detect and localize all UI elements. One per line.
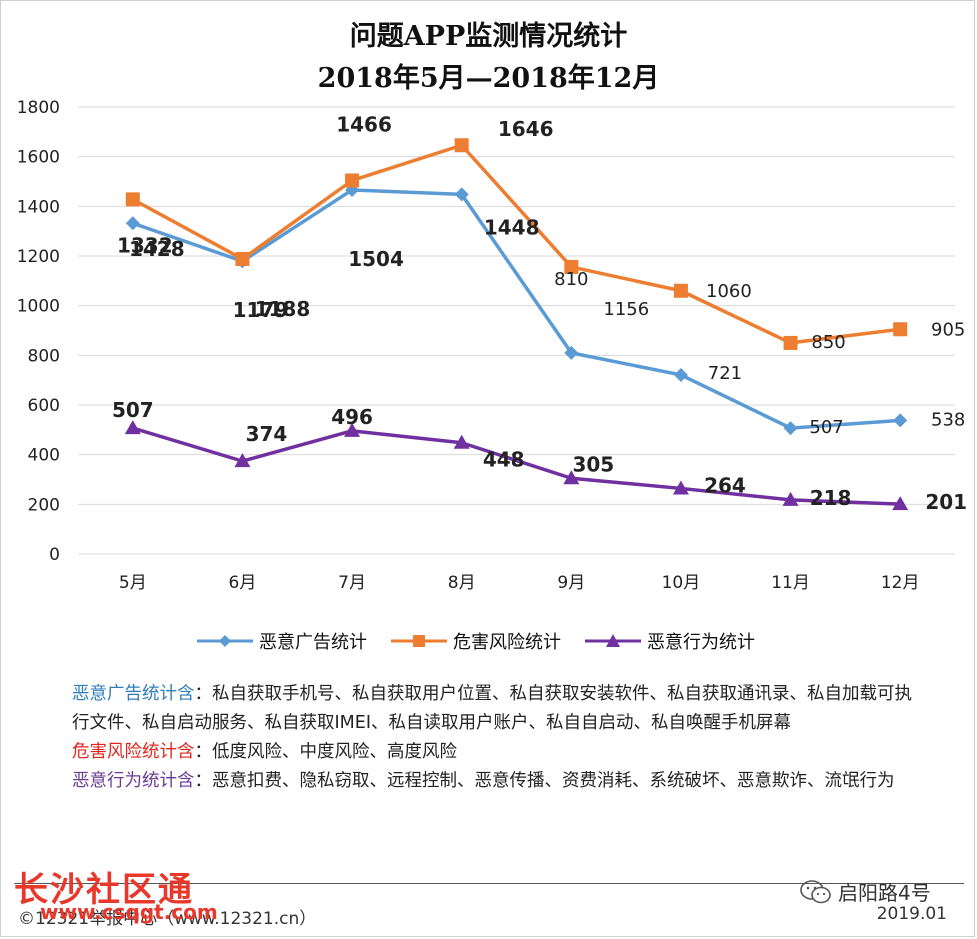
- y-tick-label: 600: [28, 396, 60, 416]
- series-line-1: [131, 143, 901, 345]
- chart-title: 问题APP监测情况统计: [349, 21, 628, 52]
- note-risk-header: 危害风险统计含: [72, 742, 195, 762]
- data-label: 538: [931, 409, 965, 430]
- data-point-diamond: [125, 216, 140, 231]
- y-tick-label: 1600: [17, 148, 60, 168]
- x-tick-label: 8月: [448, 573, 476, 593]
- data-label: 810: [554, 269, 588, 290]
- note-risk-text: ：低度风险、中度风险、高度风险: [194, 742, 458, 762]
- y-tick-label: 200: [28, 495, 60, 515]
- data-label: 1332: [117, 233, 173, 257]
- data-point-diamond: [454, 187, 469, 202]
- legend-item-behavior: 恶意行为统计: [583, 628, 755, 654]
- notes-section: 恶意广告统计含：私自获取手机号、私自获取用户位置、私自获取安装软件、私自获取通讯…: [72, 680, 922, 796]
- data-label: 507: [809, 417, 843, 438]
- note-behavior-text: ：恶意扣费、隐私窃取、远程控制、恶意传播、资费消耗、系统破坏、恶意欺诈、流氓行为: [194, 771, 895, 791]
- data-point-square: [783, 335, 798, 350]
- data-point-triangle: [453, 434, 470, 449]
- data-point-square: [345, 173, 360, 188]
- data-point-square: [125, 192, 140, 207]
- data-label: 507: [112, 398, 154, 422]
- data-label: 1646: [498, 117, 554, 141]
- data-point-square: [564, 259, 579, 274]
- footer-divider: [14, 883, 964, 884]
- data-point-diamond: [893, 413, 908, 428]
- legend-marker-square: [391, 635, 447, 647]
- x-tick-label: 12月: [881, 573, 920, 593]
- data-label: 201: [925, 490, 967, 514]
- x-tick-label: 7月: [338, 573, 366, 593]
- wechat-icon: [800, 879, 831, 903]
- data-label: 448: [483, 448, 525, 472]
- legend-label-behavior: 恶意行为统计: [647, 632, 755, 653]
- data-point-diamond: [783, 421, 798, 436]
- legend-item-ads: 恶意广告统计: [195, 628, 367, 654]
- y-tick-label: 0: [49, 545, 60, 565]
- x-tick-label: 9月: [557, 573, 585, 593]
- chart-subtitle: 2018年5月—2018年12月: [317, 63, 660, 94]
- note-behavior-header: 恶意行为统计含: [72, 771, 195, 791]
- data-point-square: [673, 283, 688, 298]
- line-chart: 0 200 400 600 800 1000 1200 1400 1600 1800 5月 6月 7月 8…: [17, 98, 967, 593]
- note-ads-header: 恶意广告统计含: [72, 684, 195, 704]
- data-point-triangle: [344, 422, 361, 437]
- data-point-triangle: [782, 491, 799, 506]
- data-point-square: [235, 251, 250, 266]
- data-label: 1060: [706, 281, 752, 302]
- legend-marker-diamond: [197, 635, 253, 647]
- note-risk: 危害风险统计含：低度风险、中度风险、高度风险: [72, 738, 922, 767]
- data-label: 218: [810, 486, 852, 510]
- y-tick-label: 1000: [17, 297, 60, 317]
- legend-label-ads: 恶意广告统计: [259, 632, 367, 653]
- y-tick-label: 1800: [17, 98, 60, 118]
- y-tick-label: 1400: [17, 197, 60, 217]
- note-ads-text: ：私自获取手机号、私自获取用户位置、私自获取安装软件、私自获取通讯录、私自加载可…: [72, 684, 912, 733]
- data-label: 1188: [255, 297, 311, 321]
- data-label: 305: [572, 452, 614, 476]
- legend-marker-triangle: [585, 634, 641, 647]
- data-label: 850: [811, 332, 845, 353]
- data-label: 905: [931, 319, 965, 340]
- data-point-triangle: [563, 470, 580, 485]
- data-label: 1466: [336, 113, 392, 137]
- data-point-triangle: [124, 420, 141, 435]
- y-tick-label: 400: [28, 446, 60, 466]
- data-label: 264: [704, 473, 746, 497]
- y-tick-label: 1200: [17, 247, 60, 267]
- note-behavior: 恶意行为统计含：恶意扣费、隐私窃取、远程控制、恶意传播、资费消耗、系统破坏、恶意…: [72, 767, 922, 796]
- legend-item-risk: 危害风险统计: [389, 628, 561, 654]
- data-label: 1179: [233, 298, 289, 322]
- data-label: 721: [708, 363, 742, 384]
- y-tick-label: 800: [28, 346, 60, 366]
- data-label: 496: [331, 405, 373, 429]
- legend: 恶意广告统计 危害风险统计 恶意行为统计: [195, 628, 755, 654]
- series-line-2: [132, 426, 901, 506]
- data-point-triangle: [672, 480, 689, 495]
- note-ads: 恶意广告统计含：私自获取手机号、私自获取用户位置、私自获取安装软件、私自获取通讯…: [72, 680, 922, 738]
- wechat-account: 启阳路4号: [800, 877, 931, 906]
- data-point-diamond: [673, 367, 688, 382]
- data-point-triangle: [892, 496, 909, 511]
- data-label: 1156: [603, 299, 649, 320]
- legend-label-risk: 危害风险统计: [453, 632, 561, 653]
- x-tick-label: 11月: [771, 573, 810, 593]
- footer-date: 2019.01: [876, 904, 947, 924]
- data-point-square: [893, 322, 908, 337]
- data-point-diamond: [564, 345, 579, 360]
- x-tick-label: 5月: [119, 573, 147, 593]
- data-label: 374: [246, 422, 288, 446]
- data-label: 1428: [129, 237, 185, 261]
- x-tick-label: 10月: [662, 573, 701, 593]
- data-point-triangle: [234, 453, 251, 468]
- footer-source: ©12321举报中心（www.12321.cn）: [18, 909, 317, 929]
- data-point-square: [454, 138, 469, 153]
- series-line-0: [132, 188, 901, 430]
- data-label: 1504: [348, 247, 404, 271]
- watermark-url: www.csqgt.com: [40, 900, 218, 924]
- x-tick-label: 6月: [229, 573, 257, 593]
- data-label: 1448: [484, 215, 540, 239]
- wechat-account-name: 启阳路4号: [838, 881, 931, 905]
- watermark-logo: 长沙社区通: [14, 870, 194, 910]
